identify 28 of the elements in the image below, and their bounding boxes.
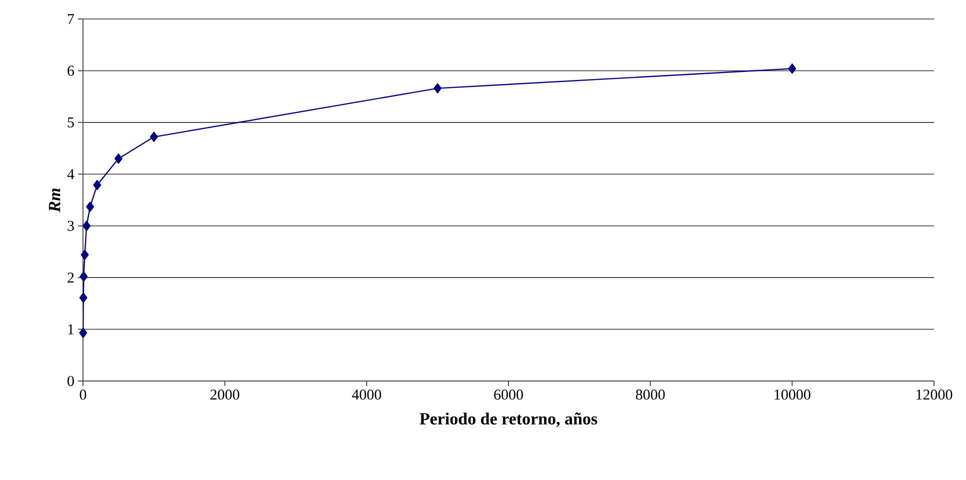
y-tick-label: 1	[68, 324, 74, 334]
x-tick-label: 2000	[210, 390, 240, 400]
y-tick-label: 4	[67, 169, 74, 180]
point	[86, 202, 94, 212]
point	[80, 250, 89, 260]
x-tick-label: 6000	[494, 390, 523, 400]
point	[79, 292, 88, 303]
point	[93, 180, 102, 190]
point	[150, 132, 158, 142]
y-tick-label: 2	[68, 272, 74, 283]
point	[82, 220, 91, 231]
y-tick-label: 3	[68, 220, 74, 231]
point	[434, 83, 442, 94]
point	[80, 271, 88, 282]
x-tick-label: 8000	[636, 390, 665, 400]
point	[788, 64, 796, 74]
y-axis-title: Rm	[48, 188, 60, 212]
x-tick-label: 10000	[774, 390, 810, 400]
y-tick-label: 5	[68, 117, 74, 128]
x-tick-label: 12000	[916, 390, 952, 400]
y-tick-label: 0	[68, 376, 74, 386]
x-tick-label: 4000	[352, 390, 382, 400]
y-tick-label: 6	[68, 66, 74, 76]
point	[79, 328, 88, 338]
x-axis-title: Periodo de retorno, años	[420, 412, 598, 427]
y-tick-label: 7	[68, 14, 74, 24]
point	[114, 154, 122, 164]
x-tick-label: 0	[80, 390, 86, 400]
